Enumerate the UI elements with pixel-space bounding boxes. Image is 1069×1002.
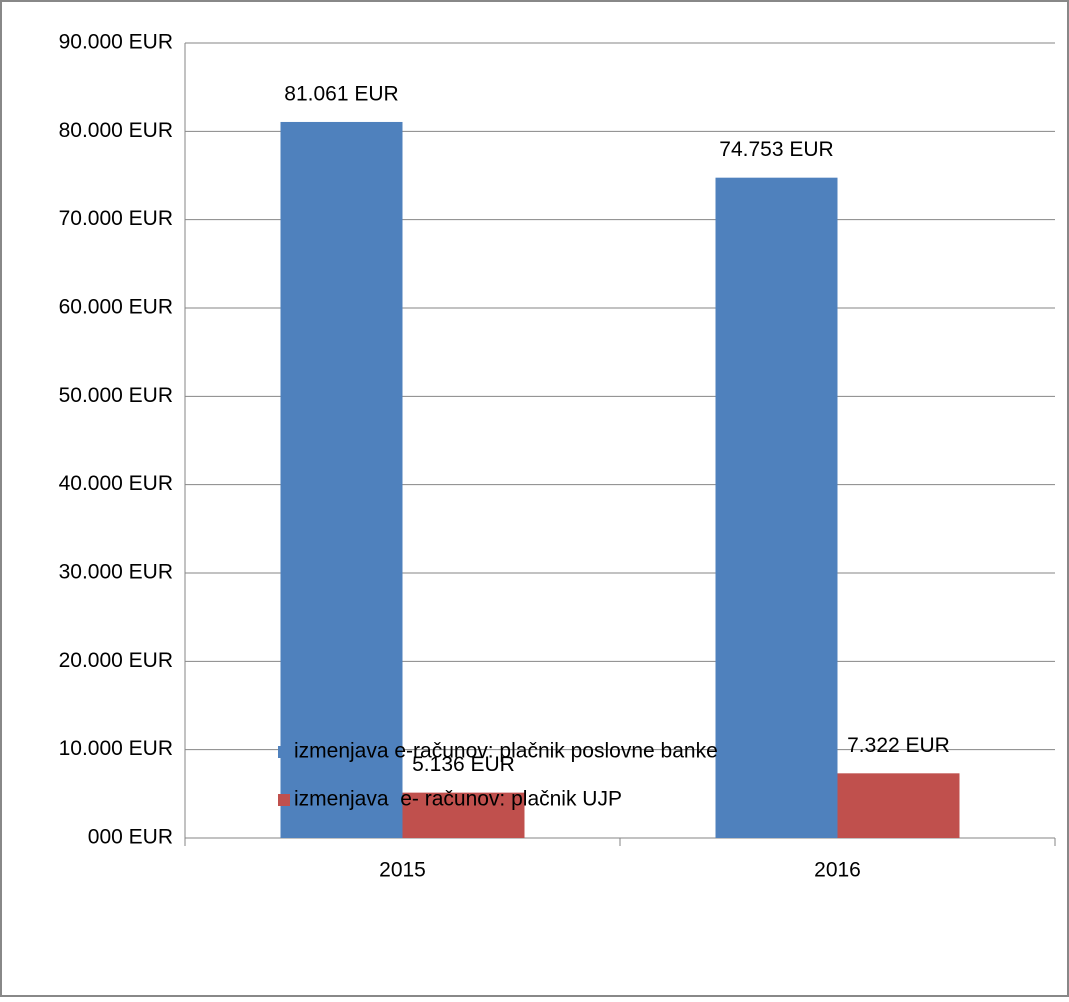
value-label: 7.322 EUR [847, 734, 950, 757]
y-tick-label: 30.000 EUR [59, 561, 173, 584]
legend-label: izmenjava e-računov: plačnik poslovne ba… [294, 740, 718, 763]
x-tick-label: 2016 [814, 859, 861, 882]
y-tick-label: 000 EUR [88, 826, 173, 849]
value-label: 74.753 EUR [719, 138, 833, 161]
value-label: 5.136 EUR [412, 753, 515, 776]
legend-label: izmenjava e- računov: plačnik UJP [294, 788, 622, 811]
y-tick-label: 90.000 EUR [59, 31, 173, 54]
value-label: 81.061 EUR [284, 83, 398, 106]
y-tick-label: 50.000 EUR [59, 384, 173, 407]
y-tick-label: 60.000 EUR [59, 296, 173, 319]
legend-swatch [278, 746, 290, 758]
legend-swatch [278, 794, 290, 806]
y-tick-label: 70.000 EUR [59, 207, 173, 230]
y-tick-label: 10.000 EUR [59, 737, 173, 760]
y-tick-label: 40.000 EUR [59, 472, 173, 495]
x-tick-label: 2015 [379, 859, 426, 882]
bar [280, 121, 403, 838]
y-tick-label: 20.000 EUR [59, 649, 173, 672]
bar [402, 792, 525, 838]
y-tick-label: 80.000 EUR [59, 119, 173, 142]
bar [715, 177, 838, 839]
bar [837, 773, 960, 838]
